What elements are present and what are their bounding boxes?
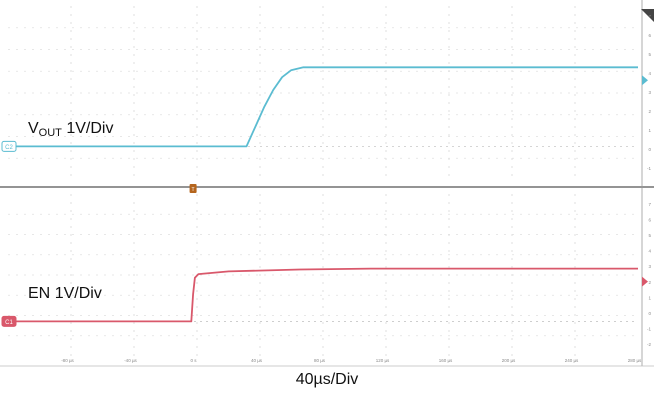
corner-indicator-icon [641,9,654,22]
y-tick-label-C2-3: 4 [648,71,651,76]
time-scale-label: 40µs/Div [295,371,359,388]
x-tick-label-9: 280 µs [628,358,642,363]
en-channel-label: EN 1V/Div [28,285,102,303]
channel-badge-box-C1 [1,315,17,327]
y-tick-label-C2-7: 0 [648,147,651,152]
series-line-C1 [8,267,638,323]
y-tick-label-C2-5: 2 [648,109,651,114]
vout-label-main: V [28,120,39,137]
y-tick-label-C1-1: 6 [648,218,651,223]
y-tick-label-C2-4: 3 [648,90,651,95]
level-arrow-C1 [642,276,648,287]
x-tick-label-5: 120 µs [376,358,390,363]
channel-badge-C2: C2 [1,140,17,152]
channel-badge-C1: C1 [1,315,17,327]
y-tick-label-C2-6: 1 [648,128,651,133]
y-tick-label-C1-0: 7 [648,202,651,207]
x-tick-label-0: -80 µs [61,358,74,363]
vout-label-sub: OUT [38,127,62,139]
plot-markers: 7 6 5 4 3 2 1 0 -1 C2 7 6 5 4 3 2 1 0 -1 -2 C1 T -80 µs -40 µs 0… [1,14,651,363]
x-tick-label-6: 160 µs [439,358,453,363]
en-label-scale: 1V/Div [54,285,102,302]
y-tick-label-C1-5: 2 [648,280,651,285]
trigger-marker-icon [189,184,197,193]
y-tick-label-C2-2: 5 [648,52,651,57]
en-label-main: EN [28,285,51,302]
channel-badge-text-C1: C1 [5,320,13,326]
channel-badge-text-C2: C2 [5,145,13,151]
channel-badge-box-C2 [1,140,17,152]
level-arrow-C2 [642,75,648,86]
x-tick-label-3: 40 µs [251,358,263,363]
y-tick-label-C1-9: -2 [647,342,651,347]
y-tick-label-C1-7: 0 [648,311,651,316]
x-tick-label-2: 0 s [190,358,197,363]
x-tick-label-1: -40 µs [124,358,137,363]
trigger-marker-text: T [192,187,195,193]
y-tick-label-C2-1: 6 [648,33,651,38]
y-tick-label-C1-2: 5 [648,233,651,238]
series-line-C2 [8,66,638,148]
y-tick-label-C2-0: 7 [648,14,651,19]
y-tick-label-C1-8: -1 [647,326,651,331]
vout-channel-label: VOUT 1V/Div [28,120,113,139]
x-tick-label-7: 200 µs [502,358,516,363]
vout-label-scale: 1V/Div [66,120,114,137]
y-tick-label-C1-3: 4 [648,249,651,254]
x-tick-label-4: 80 µs [314,358,326,363]
y-tick-label-C2-8: -1 [647,166,651,171]
plot-traces [8,66,638,323]
y-tick-label-C1-6: 1 [648,295,651,300]
x-tick-label-8: 240 µs [565,358,579,363]
plot-grid [0,0,654,367]
y-tick-label-C1-4: 3 [648,264,651,269]
